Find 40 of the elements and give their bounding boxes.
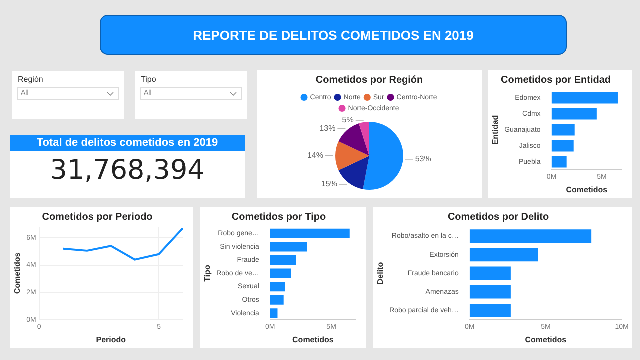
bar bbox=[552, 108, 597, 120]
bar bbox=[470, 304, 511, 318]
chart-title: Cometidos por Periodo bbox=[42, 212, 153, 223]
text: REPORTE DE DELITOS COMETIDOS EN 2019 bbox=[100, 15, 567, 55]
y-axis-title: Entidad bbox=[491, 115, 500, 145]
bar bbox=[270, 242, 308, 252]
data-label: 13% bbox=[320, 124, 336, 134]
data-label: 15% bbox=[321, 180, 338, 189]
text: Región bbox=[18, 75, 44, 84]
x-axis-title: Cometidos bbox=[292, 335, 334, 344]
bar bbox=[270, 268, 292, 278]
bar bbox=[552, 124, 575, 136]
data-label: 53% bbox=[415, 154, 432, 164]
x-axis-title: Periodo bbox=[96, 335, 126, 344]
bar bbox=[470, 248, 538, 262]
x-axis-title: Cometidos bbox=[566, 185, 608, 194]
chart-title: Cometidos por Entidad bbox=[501, 74, 611, 86]
bar bbox=[470, 266, 511, 280]
text: Total de delitos cometidos en 2019 bbox=[10, 135, 245, 151]
bar bbox=[552, 92, 618, 104]
bar bbox=[552, 156, 567, 168]
data-label: 5% bbox=[342, 116, 354, 125]
chart-title: Cometidos por Región bbox=[316, 74, 424, 86]
bar bbox=[270, 255, 296, 265]
bar bbox=[270, 282, 286, 292]
chart-title: Cometidos por Tipo bbox=[232, 212, 326, 223]
data-label: 14% bbox=[307, 151, 324, 160]
text: 31,768,394 bbox=[49, 155, 206, 186]
bar bbox=[270, 308, 278, 318]
y-axis-title: Tipo bbox=[203, 265, 212, 282]
bar bbox=[552, 140, 574, 152]
bar bbox=[470, 285, 511, 299]
x-axis-title: Cometidos bbox=[525, 335, 568, 344]
y-axis-title: Delito bbox=[376, 262, 386, 285]
bar bbox=[470, 230, 592, 243]
chart-title: Cometidos por Delito bbox=[448, 212, 550, 223]
y-axis-title: Cometidos bbox=[13, 252, 22, 294]
bar bbox=[270, 228, 350, 238]
text: Tipo bbox=[141, 75, 156, 84]
bar bbox=[270, 295, 284, 305]
